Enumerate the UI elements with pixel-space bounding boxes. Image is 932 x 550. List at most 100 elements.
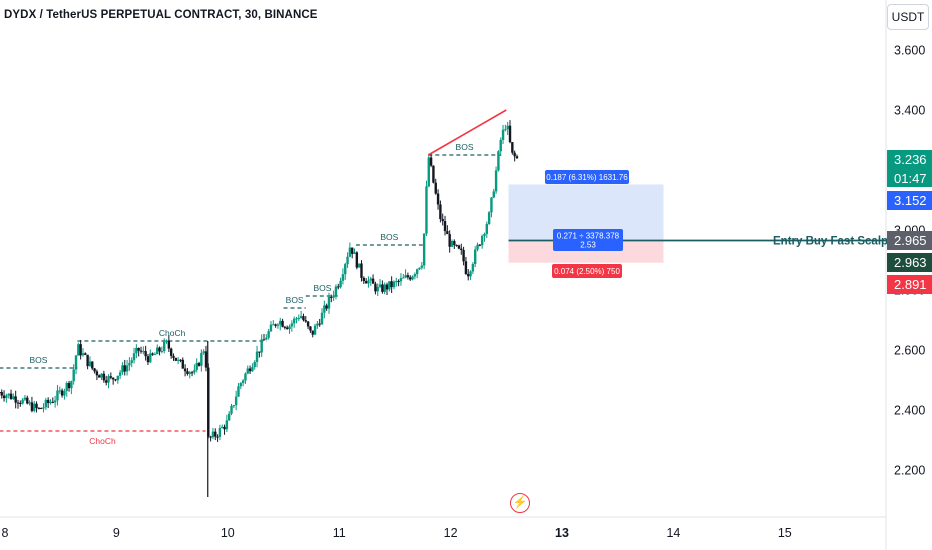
candle-body xyxy=(362,277,366,282)
candle-body xyxy=(2,395,6,399)
x-tick-label: 14 xyxy=(666,526,680,540)
candle-body xyxy=(232,405,236,407)
candle-body xyxy=(357,263,361,268)
candle-body xyxy=(81,353,85,356)
candle-body xyxy=(118,372,122,376)
currency-button[interactable]: USDT xyxy=(887,4,929,30)
candle-body xyxy=(441,219,444,222)
candle-body xyxy=(429,157,433,166)
y-tick-label: 3.400 xyxy=(894,104,925,118)
candle-body xyxy=(160,350,164,352)
candle-body xyxy=(337,286,340,288)
candle-body xyxy=(434,182,437,194)
candle-body xyxy=(404,275,407,278)
candle-body xyxy=(139,350,143,352)
candle-body xyxy=(183,368,187,372)
candle-body xyxy=(286,327,289,330)
candle-body xyxy=(469,271,472,277)
candle-body xyxy=(74,355,78,370)
candle-body xyxy=(353,252,356,254)
candle-body xyxy=(476,244,479,250)
candle-body xyxy=(323,305,326,313)
candle-body xyxy=(425,186,428,234)
candle-body xyxy=(418,267,421,270)
candle-body xyxy=(339,280,342,288)
candle-body xyxy=(248,368,252,372)
candle-body xyxy=(485,224,489,234)
x-tick-label: 10 xyxy=(221,526,235,540)
candle-body xyxy=(364,281,368,284)
candle-body xyxy=(195,363,198,370)
candle-body xyxy=(295,318,298,320)
candle-body xyxy=(390,281,393,288)
target-label-bg xyxy=(545,170,629,184)
candle-body xyxy=(276,324,280,326)
target-label: 0.187 (6.31%) 1631.76 xyxy=(546,173,628,182)
candle-body xyxy=(292,318,296,324)
candle-body xyxy=(181,359,184,369)
candle-body xyxy=(44,399,48,408)
candle-body xyxy=(70,381,73,389)
candle-body xyxy=(506,125,509,130)
candle-body xyxy=(258,351,261,353)
candle-body xyxy=(422,233,426,266)
x-tick-label: 9 xyxy=(113,526,120,540)
candle-body xyxy=(77,344,80,356)
candle-body xyxy=(464,261,468,274)
candle-body xyxy=(5,395,8,399)
candle-body xyxy=(158,347,161,352)
candle-body xyxy=(262,339,266,341)
candle-body xyxy=(12,396,15,399)
candle-body xyxy=(374,283,377,292)
candle-body xyxy=(84,353,87,355)
candle-body xyxy=(193,369,196,373)
candle-body xyxy=(334,286,338,296)
candle-body xyxy=(88,361,92,367)
candle-body xyxy=(283,326,287,328)
candle-body xyxy=(123,365,126,372)
target-price-tag: 3.152 xyxy=(887,191,932,210)
candle-body xyxy=(316,323,319,326)
stop-label-bg xyxy=(552,264,622,278)
candle-body xyxy=(406,275,410,278)
lightning-icon[interactable]: ⚡ xyxy=(510,493,530,513)
candle-body xyxy=(98,375,101,378)
candle-body xyxy=(415,269,419,275)
candle-body xyxy=(318,323,321,325)
candle-body xyxy=(350,247,354,254)
candle-body xyxy=(169,348,173,356)
candle-body xyxy=(290,323,294,327)
candle-body xyxy=(367,280,370,284)
candle-body xyxy=(0,392,1,393)
candle-body xyxy=(149,353,152,363)
entry-stats-label-bg xyxy=(553,229,623,251)
candle-body xyxy=(383,284,386,292)
candle-body xyxy=(513,152,516,157)
candle-body xyxy=(432,165,435,183)
candle-body xyxy=(37,407,41,409)
candle-body xyxy=(234,396,238,406)
candle-body xyxy=(165,340,168,342)
candle-body xyxy=(409,277,412,280)
candle-body xyxy=(156,347,159,355)
candle-body xyxy=(325,305,328,309)
candle-body xyxy=(371,278,375,284)
candle-body xyxy=(448,234,451,247)
candle-body xyxy=(341,274,345,281)
candle-body xyxy=(218,427,222,437)
candle-body xyxy=(462,250,465,262)
candle-body xyxy=(402,277,405,279)
candle-body xyxy=(202,351,205,353)
candle-body xyxy=(492,191,495,198)
candle-body xyxy=(381,284,384,292)
candle-body xyxy=(288,326,291,330)
candle-body xyxy=(0,392,3,396)
candle-body xyxy=(413,274,417,277)
annotation-label: BOS xyxy=(314,283,332,293)
candle-body xyxy=(246,368,249,374)
candle-body xyxy=(265,337,268,340)
candle-body xyxy=(399,278,403,282)
candle-body xyxy=(186,371,189,374)
candle-body xyxy=(49,401,52,404)
